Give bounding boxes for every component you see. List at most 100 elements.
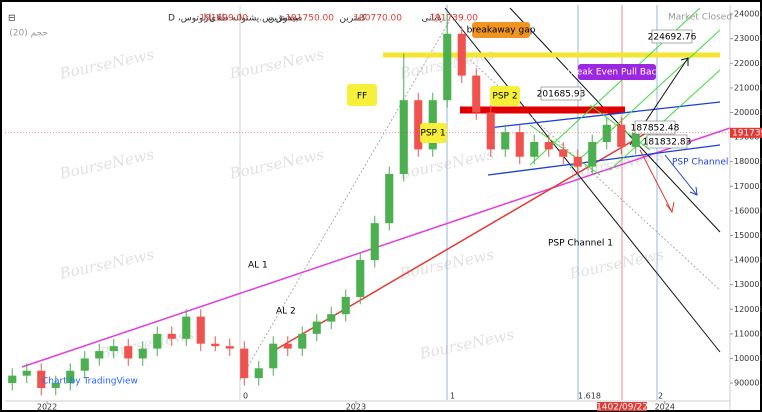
x-tick-label: 2022 bbox=[37, 403, 57, 412]
label: PSP 1 bbox=[420, 129, 445, 139]
x-tick-label: 2024 bbox=[655, 403, 675, 412]
candle-body bbox=[631, 132, 640, 147]
candle-body bbox=[283, 343, 292, 349]
open-label: باز bbox=[203, 14, 214, 24]
candle-body bbox=[312, 321, 321, 334]
candle-body bbox=[573, 156, 582, 167]
label: 224692.76 bbox=[648, 33, 697, 43]
candle-body bbox=[530, 142, 539, 157]
label: AL 1 bbox=[248, 261, 268, 271]
callout bbox=[646, 134, 688, 149]
y-tick-label: 180000.00 bbox=[734, 157, 762, 166]
candle-body bbox=[124, 346, 133, 359]
y-tick-label: 130000.00 bbox=[734, 280, 762, 289]
y-tick-label: 90000.00 bbox=[734, 379, 762, 388]
candle-body bbox=[196, 316, 205, 344]
y-tick-label: 110000.00 bbox=[734, 329, 762, 338]
volume-label: حجم (20) bbox=[9, 29, 48, 39]
x-tick-label: 2023 bbox=[346, 403, 366, 412]
y-tick-label: 150000.00 bbox=[734, 231, 762, 240]
candle-body bbox=[602, 124, 611, 143]
candle-body bbox=[457, 33, 466, 76]
open-value: 191699.00 bbox=[199, 14, 248, 24]
candle-body bbox=[95, 351, 104, 359]
callout bbox=[578, 64, 656, 80]
callout bbox=[420, 123, 447, 143]
y-tick-label: 160000.00 bbox=[734, 206, 762, 215]
low-value: 190770.00 bbox=[353, 14, 402, 24]
candle-body bbox=[8, 375, 17, 384]
candle-body bbox=[138, 348, 147, 359]
candle-body bbox=[515, 132, 524, 157]
y-tick-label: 120000.00 bbox=[734, 305, 762, 314]
candle-body bbox=[443, 33, 452, 101]
label: break Even Pull Back? bbox=[568, 68, 667, 78]
candle-body bbox=[240, 348, 249, 379]
close-value: 191739.00 bbox=[429, 14, 478, 24]
candle-body bbox=[559, 149, 568, 157]
fib-label: 1.618 bbox=[578, 392, 601, 401]
candle-body bbox=[501, 132, 510, 150]
candle-body bbox=[167, 333, 176, 339]
collapse-icon: ⊟ bbox=[8, 14, 16, 24]
callout bbox=[651, 29, 693, 44]
callout bbox=[347, 84, 377, 106]
label: breakaway gap bbox=[467, 26, 536, 36]
date-tag bbox=[597, 402, 647, 411]
last-price-label: 191739.00 bbox=[732, 128, 762, 138]
candle-body bbox=[544, 142, 553, 150]
label: 187852.48 bbox=[631, 124, 680, 134]
candle-body bbox=[414, 100, 423, 150]
close-label: پایانی bbox=[421, 14, 442, 24]
y-tick-label: 140000.00 bbox=[734, 256, 762, 265]
candle-body bbox=[472, 75, 481, 113]
y-tick-label: 170000.00 bbox=[734, 182, 762, 191]
label: FF bbox=[357, 92, 367, 102]
y-tick-label: 240000.00 bbox=[734, 10, 762, 19]
callout bbox=[490, 86, 520, 106]
label: PSP Channel 1 bbox=[548, 239, 613, 249]
y-tick-label: 230000.00 bbox=[734, 34, 762, 43]
fib-label: 2 bbox=[658, 392, 663, 401]
symbol: صندوق س.پشتوانه طلای لوتوس، D bbox=[168, 14, 302, 24]
y-tick-label: 220000.00 bbox=[734, 59, 762, 68]
label: 201685.93 bbox=[537, 90, 586, 100]
candle-body bbox=[327, 314, 336, 322]
callout bbox=[634, 120, 676, 135]
candle-body bbox=[399, 100, 408, 174]
credit[interactable]: Chart by TradingView bbox=[42, 377, 138, 387]
candle-body bbox=[182, 316, 191, 339]
candle-body bbox=[22, 370, 31, 376]
callout bbox=[472, 22, 530, 38]
low-label: کمترین bbox=[339, 14, 366, 24]
candle-body bbox=[341, 296, 350, 315]
candle-body bbox=[370, 223, 379, 261]
candle-body bbox=[80, 358, 89, 371]
date-label: 1402/09/22 bbox=[596, 403, 648, 412]
candle-body bbox=[153, 333, 162, 349]
label: 181832.83 bbox=[643, 138, 692, 148]
candle-body bbox=[486, 112, 495, 150]
y-tick-label: 210000.00 bbox=[734, 83, 762, 92]
high-value: 191750.00 bbox=[285, 14, 334, 24]
candle-body bbox=[51, 383, 60, 388]
candle-body bbox=[298, 333, 307, 349]
candle-body bbox=[109, 346, 118, 352]
annotations: AL 1 AL 2 PSP Channel 1 PSP Channel FF P… bbox=[243, 22, 728, 401]
label: PSP 2 bbox=[492, 92, 517, 102]
label: AL 2 bbox=[276, 307, 296, 317]
fib-label: 1 bbox=[450, 392, 455, 401]
candle-body bbox=[254, 368, 263, 379]
candle-body bbox=[37, 370, 46, 388]
y-tick-label: 100000.00 bbox=[734, 354, 762, 363]
candle-body bbox=[385, 173, 394, 224]
market-status: Market Closed bbox=[668, 13, 732, 23]
candle-body bbox=[356, 260, 365, 297]
label: PSP Channel bbox=[672, 158, 728, 168]
candle-body bbox=[588, 142, 597, 167]
high-label: بیشترین bbox=[268, 14, 298, 24]
candle-body bbox=[225, 346, 234, 349]
fib-label: 0 bbox=[243, 392, 248, 401]
candle-body bbox=[269, 343, 278, 369]
